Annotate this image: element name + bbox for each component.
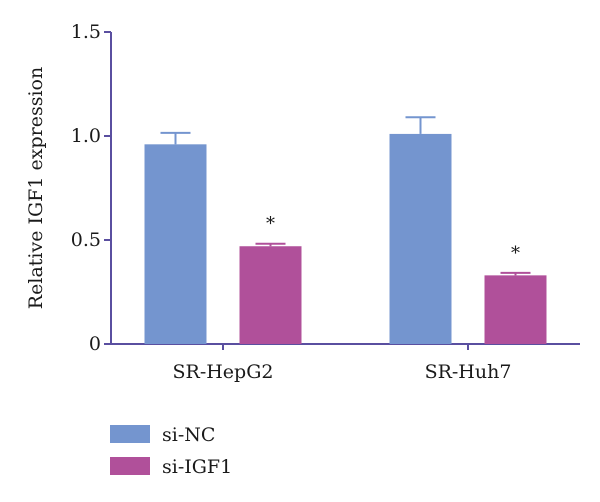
significance-marks: ** <box>266 214 520 264</box>
legend-swatch <box>110 457 150 475</box>
y-tick-label: 1.5 <box>71 21 101 43</box>
bar <box>484 275 547 344</box>
bar <box>239 246 302 344</box>
legend-label: si-NC <box>162 424 215 446</box>
y-axis-label: Relative IGF1 expression <box>25 67 47 309</box>
y-tick-label: 0 <box>89 333 101 355</box>
bar <box>389 133 452 344</box>
legend-swatch <box>110 425 150 443</box>
x-tick-label: SR-HepG2 <box>173 361 274 383</box>
y-tick-label: 1.0 <box>71 125 101 147</box>
y-tick-label: 0.5 <box>71 229 101 251</box>
error-bars <box>160 116 531 276</box>
bars <box>144 133 547 344</box>
legend-label: si-IGF1 <box>162 456 232 478</box>
bar <box>144 144 207 344</box>
x-tick-label: SR-Huh7 <box>425 361 512 383</box>
significance-asterisk: * <box>511 243 520 264</box>
legend: si-NC si-IGF1 <box>110 424 232 478</box>
significance-asterisk: * <box>266 214 275 235</box>
